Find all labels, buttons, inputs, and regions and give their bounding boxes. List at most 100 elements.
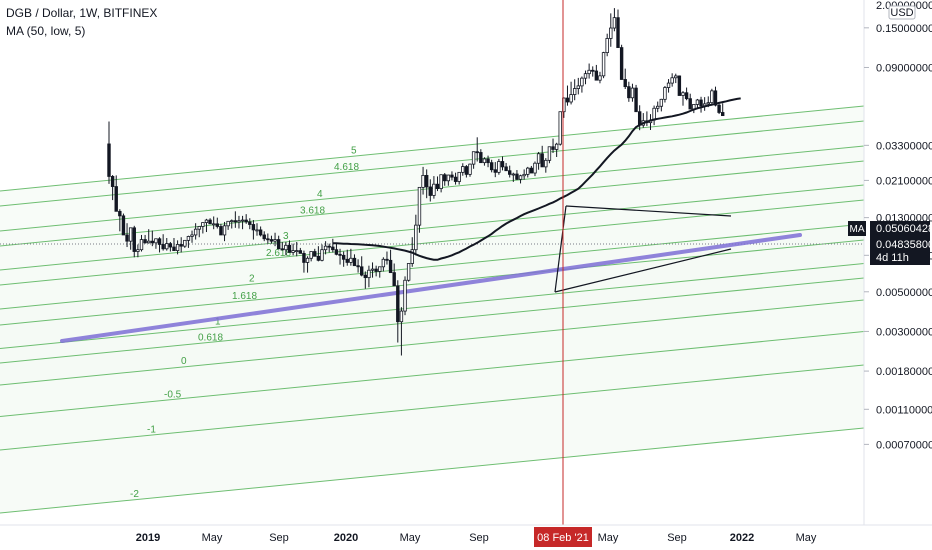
candle [273,232,277,247]
candle [244,214,248,224]
fib-line-1.618 [0,239,865,326]
candle [710,88,714,106]
candle [417,186,422,233]
price-tick-label: 0.00070000 [876,439,932,451]
price-tick-label: 0.00180000 [876,366,932,378]
triangle-lower-trendline[interactable] [554,248,732,293]
candle [695,98,700,109]
candle [439,174,443,193]
fib-label-4: 4 [317,189,323,200]
candle [186,235,191,248]
candle [634,84,638,113]
candle [443,173,447,186]
candle [183,239,187,248]
candle [461,163,465,176]
candle [504,162,508,172]
indicator-legend[interactable]: MA (50, low, 5) [6,24,86,38]
symbol-legend[interactable]: DGB / Dollar, 1W, BITFINEX [6,6,158,20]
candle [489,159,494,173]
candle [536,151,541,170]
candle [168,241,173,252]
candle [609,13,613,47]
time-tick-label: Sep [667,532,687,544]
candle [211,216,216,230]
fib-label-0.618: 0.618 [198,333,223,344]
candle [107,121,111,184]
candle [305,256,310,273]
fib-channel-fills [0,106,864,513]
fib-level-labels: -2 -1 -0.5 0 0.618 1 1.618 2 2.618 3 3.618 4 4.618 5 [130,145,359,500]
candle [717,102,721,115]
candle [165,237,169,251]
candle [497,158,501,175]
candle [627,81,631,102]
candle [147,229,151,244]
candle [616,9,620,48]
time-tick-label: May [796,532,817,544]
fib-band-3.618-to-4 [0,146,864,246]
price-tick-label: 0.00500000 [876,287,932,299]
candle [132,225,136,258]
fib-band-2-to-2.618 [0,200,864,309]
time-tick-label: May [202,532,223,544]
ma-value: 0.05060428 [876,223,932,235]
regression-center-line [60,233,802,343]
currency-badge: USD [888,5,916,20]
breakout-vertical-trendline[interactable] [554,205,567,293]
candle [475,137,479,162]
ma-tag-label: MA [850,224,865,235]
candle [457,171,461,185]
candle [623,68,627,89]
candle [385,251,389,265]
candle [161,234,165,251]
candle [486,155,490,168]
candle [396,280,400,343]
candle [428,179,432,202]
candle [302,250,306,273]
candle [298,247,303,254]
candle [204,218,209,233]
candle [118,209,122,232]
price-tick-label: 0.02100000 [876,175,932,187]
fib-label-2: 2 [249,274,255,285]
candle [309,251,313,262]
fib-label-2.618: 2.618 [266,248,291,259]
candle [172,237,176,252]
candle [341,251,346,267]
candle [421,166,425,195]
time-tick-label: 2022 [730,532,754,544]
candle [399,307,404,356]
time-axis-ticks[interactable]: 2019 May Sep 2020 May Sep 08 Feb '21 May Sep 2022… [136,527,817,547]
fib-label-5: 5 [351,145,357,156]
candle [237,215,241,229]
fib-line--0.5 [0,331,865,417]
candle [316,246,321,262]
candle [406,263,411,282]
candle [424,169,429,199]
candle [154,238,158,249]
fib-line-2 [0,223,865,310]
candle [652,105,656,126]
time-tick-label: 2019 [136,532,160,544]
time-tick-label: Sep [469,532,489,544]
candle [179,237,183,253]
candle [576,77,580,95]
triangle-upper-trendline[interactable] [565,205,732,217]
candle [468,163,472,177]
bar-countdown: 4d 11h [876,252,909,264]
fib-band--0.5-to-0 [0,300,864,417]
candle [663,85,667,103]
fib-band-2.618-to-3 [0,185,864,285]
candle [356,259,360,273]
candle [338,248,342,265]
candle [193,223,198,240]
candle [378,266,382,278]
candle [125,223,129,248]
marker-date-label: 08 Feb '21 [537,532,589,544]
candle [331,238,335,253]
candle [269,235,274,244]
candle [114,175,118,212]
fib-label-1.618: 1.618 [232,291,257,302]
candle [656,101,660,113]
